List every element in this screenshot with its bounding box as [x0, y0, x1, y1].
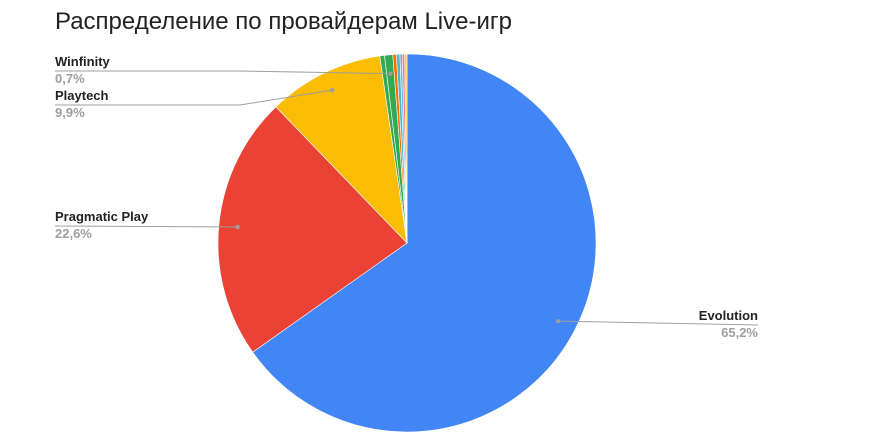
slice-label-percent: 9,9%: [55, 105, 85, 120]
pie-slice-playtech: [275, 55, 408, 244]
leader-dot: [555, 318, 561, 324]
chart-title: Распределение по провайдерам Live-игр: [55, 8, 512, 35]
slice-label-percent: 0,7%: [55, 71, 85, 86]
leader-line: [55, 70, 391, 75]
leader-line: [54, 225, 238, 228]
pie-slice-other-9: [404, 53, 408, 244]
slice-label-percent: 22,6%: [55, 226, 92, 241]
leader-line: [558, 320, 759, 326]
pie-slice-evolution: [252, 53, 597, 433]
slice-label-name: Winfinity: [55, 54, 111, 69]
leader-line: [55, 89, 333, 106]
slice-label-name: Pragmatic Play: [55, 209, 149, 224]
slice-label-name: Evolution: [699, 308, 758, 323]
slice-label-name: Playtech: [55, 88, 109, 103]
pie-slice-pragmatic-play: [217, 106, 408, 353]
slice-label-percent: 65,2%: [721, 325, 758, 340]
